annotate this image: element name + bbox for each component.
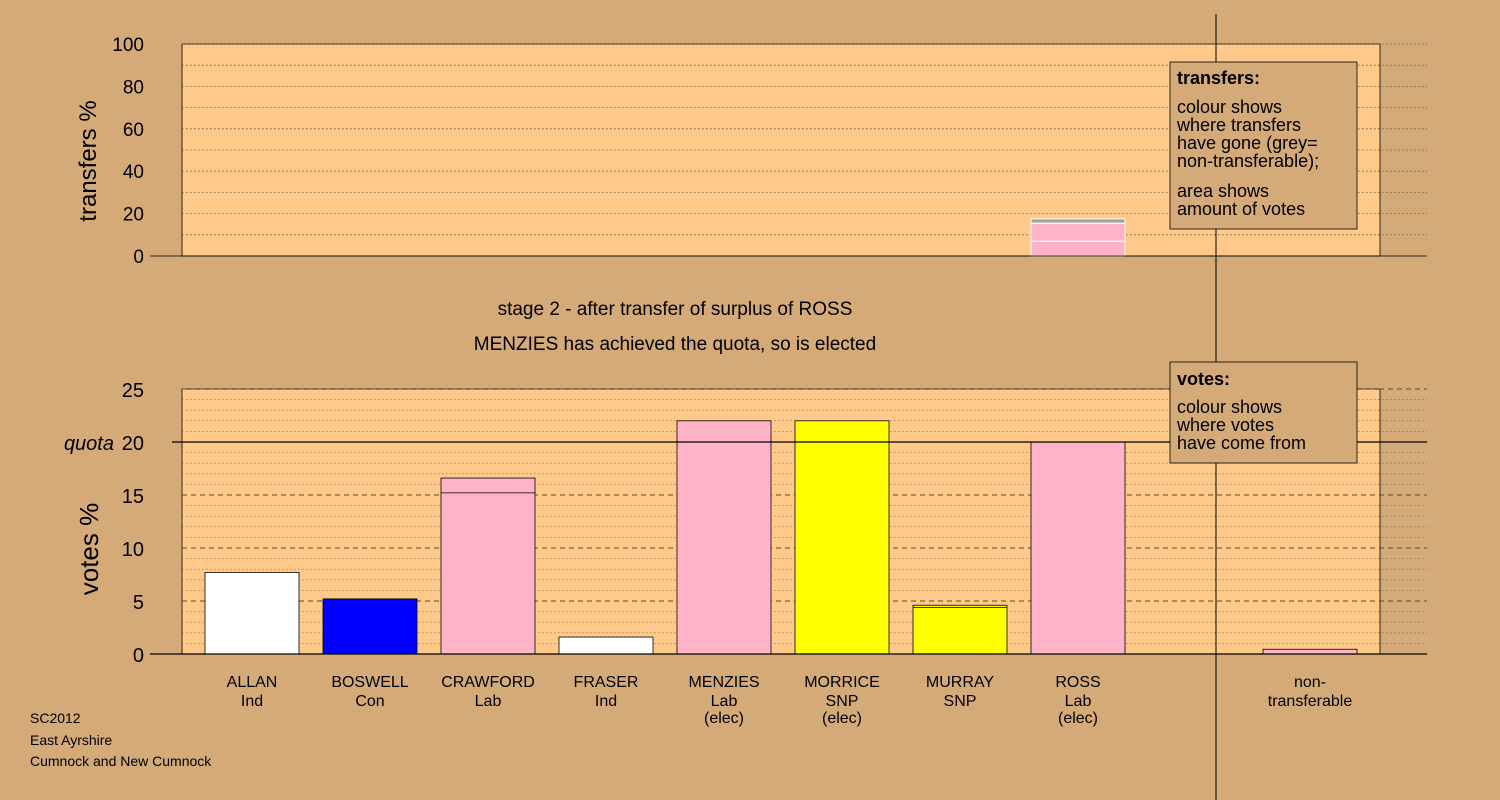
stage-title: stage 2 - after transfer of surplus of R… <box>498 299 853 320</box>
footer-council: East Ayrshire <box>30 732 112 748</box>
votes-legend: votes: colour shows where votes have com… <box>1169 361 1358 464</box>
transfers-marks <box>1030 218 1126 257</box>
footer-election: SC2012 <box>30 710 81 726</box>
votes-y-tick-label: 15 <box>122 486 144 508</box>
candidate-name-label: FRASER <box>574 674 639 691</box>
nontransferable-label: non- <box>1294 674 1326 691</box>
candidate-name-label: MORRICE <box>804 674 880 691</box>
candidate-name-label: MURRAY <box>926 674 994 691</box>
nontransferable-label: transferable <box>1268 693 1353 710</box>
footer-ward: Cumnock and New Cumnock <box>30 753 212 769</box>
votes-y-tick-label: 0 <box>133 645 144 667</box>
votes-y-axis-label: votes % <box>74 503 104 596</box>
candidate-labels: ALLAN Ind BOSWELL Con CRAWFORD Lab FRASER Ind ME… <box>227 674 1353 727</box>
quota-label: quota <box>64 433 114 455</box>
candidate-name-label: ROSS <box>1055 674 1100 691</box>
transfers-y-tick-label: 20 <box>123 205 144 226</box>
candidate-elected-label: (elec) <box>1058 710 1098 727</box>
vote-bar <box>322 598 418 655</box>
votes-marks <box>204 420 1358 655</box>
transfers-y-axis-label: transfers % <box>75 100 102 221</box>
vote-bar <box>558 636 654 655</box>
transfers-legend-line: have gone (grey= <box>1177 133 1318 153</box>
transfers-y-tick-label: 80 <box>123 77 144 98</box>
candidate-party-label: Ind <box>595 693 617 710</box>
transfer-bar-segment <box>1030 218 1126 224</box>
transfer-bar-segment <box>1030 240 1126 257</box>
transfers-legend-line: where transfers <box>1176 115 1301 135</box>
vote-bar <box>794 420 890 655</box>
transfers-y-tick-label: 0 <box>133 247 144 268</box>
transfers-legend-title: transfers: <box>1177 68 1260 88</box>
vote-bar <box>676 420 772 655</box>
candidate-name-label: MENZIES <box>688 674 759 691</box>
votes-y-tick-label: 25 <box>122 380 144 402</box>
vote-bar <box>440 477 536 655</box>
candidate-name-label: BOSWELL <box>331 674 408 691</box>
candidate-party-label: SNP <box>944 693 977 710</box>
votes-legend-title: votes: <box>1177 369 1230 389</box>
votes-legend-line: colour shows <box>1177 397 1282 417</box>
transfers-legend: transfers: colour shows where transfers … <box>1169 61 1358 230</box>
candidate-name-label: CRAWFORD <box>441 674 535 691</box>
votes-legend-line: have come from <box>1177 433 1306 453</box>
candidate-party-label: Lab <box>1065 693 1092 710</box>
candidate-party-label: Lab <box>475 693 502 710</box>
candidate-party-label: Con <box>355 693 384 710</box>
vote-bar <box>912 604 1008 655</box>
transfers-y-tick-label: 60 <box>123 120 144 141</box>
axes: 0 20 40 60 80 100 0 5 10 15 20 25 <box>112 35 1427 667</box>
transfers-legend-line: area shows <box>1177 181 1269 201</box>
vote-bar <box>204 571 300 655</box>
transfers-legend-line: colour shows <box>1177 97 1282 117</box>
candidate-name-label: ALLAN <box>227 674 278 691</box>
transfers-legend-line: non-transferable); <box>1177 151 1319 171</box>
transfers-legend-line: amount of votes <box>1177 199 1305 219</box>
votes-legend-line: where votes <box>1176 415 1274 435</box>
candidate-elected-label: (elec) <box>704 710 744 727</box>
candidate-party-label: SNP <box>826 693 859 710</box>
votes-y-tick-label: 10 <box>122 539 144 561</box>
transfers-y-tick-label: 100 <box>112 35 144 56</box>
transfer-bar-segment <box>1030 222 1126 242</box>
nontransferable-bar <box>1262 648 1358 655</box>
candidate-elected-label: (elec) <box>822 710 862 727</box>
candidate-party-label: Ind <box>241 693 263 710</box>
votes-y-tick-label: 5 <box>133 592 144 614</box>
transfers-y-tick-label: 40 <box>123 162 144 183</box>
vote-bar <box>1030 441 1126 655</box>
votes-y-tick-label: 20 <box>122 433 144 455</box>
stage-status: MENZIES has achieved the quota, so is el… <box>474 334 876 355</box>
candidate-party-label: Lab <box>711 693 738 710</box>
